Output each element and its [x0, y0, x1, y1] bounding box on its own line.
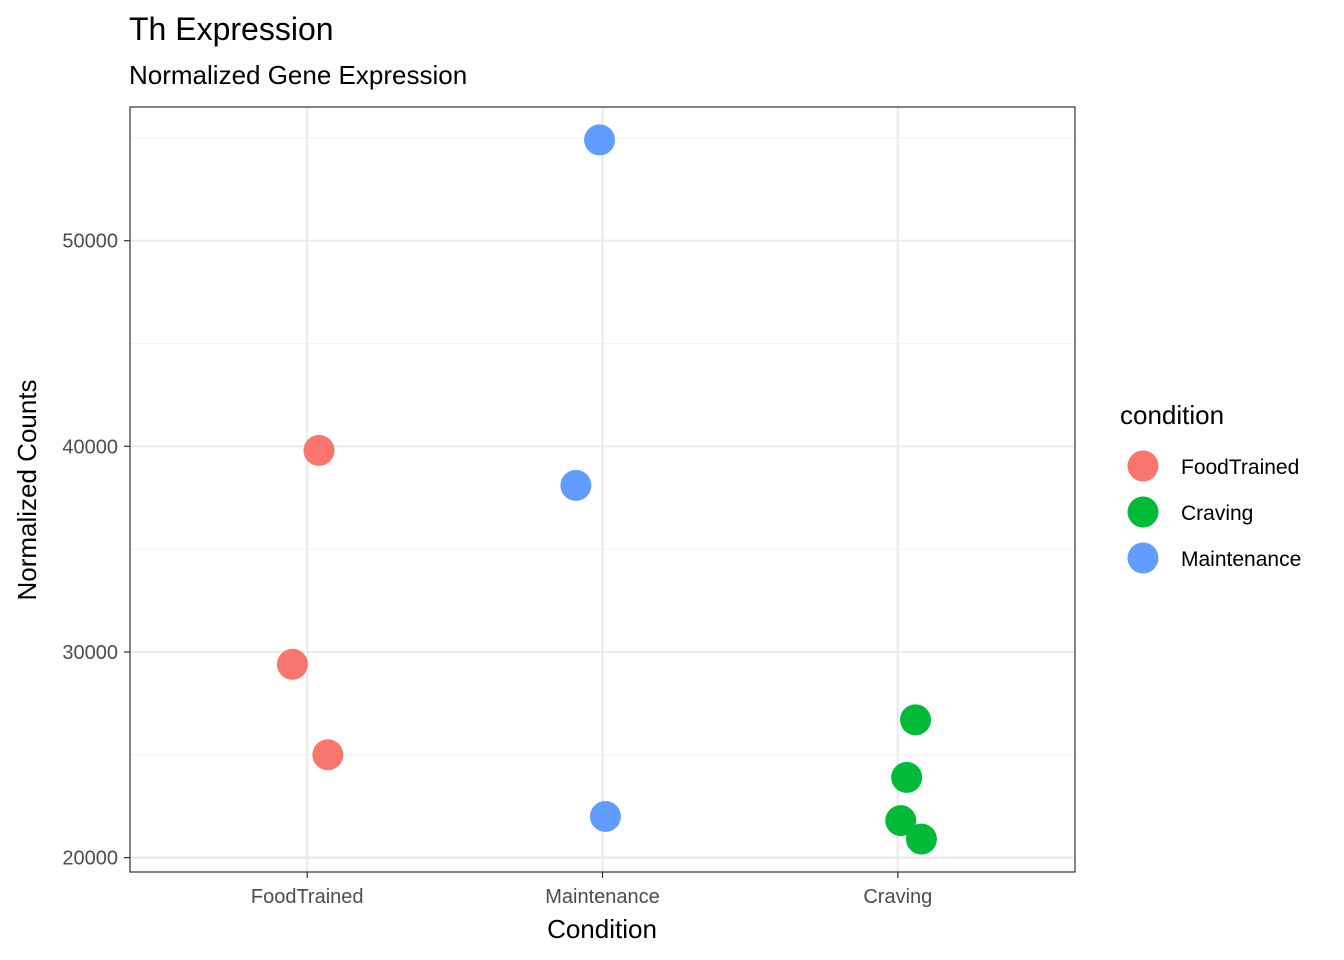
- x-tick-label: Craving: [863, 886, 932, 908]
- x-axis-title: Condition: [547, 914, 657, 944]
- data-point-maintenance: [584, 124, 616, 156]
- grid-lines: [130, 107, 1075, 872]
- data-point-foodtrained: [312, 739, 344, 771]
- y-axis: 20000 30000 40000 50000: [62, 231, 130, 870]
- y-axis-title: Normalized Counts: [12, 379, 42, 600]
- legend-key: [1127, 542, 1159, 574]
- data-point-maintenance: [589, 800, 621, 832]
- legend-label: FoodTrained: [1181, 456, 1299, 479]
- legend-key: [1127, 496, 1159, 528]
- x-tick-label: FoodTrained: [251, 886, 364, 908]
- legend-title: condition: [1120, 400, 1224, 430]
- data-point-craving: [905, 823, 937, 855]
- legend-label: Craving: [1181, 502, 1253, 525]
- legend-label: Maintenance: [1181, 548, 1301, 571]
- data-points: [276, 124, 937, 855]
- data-point-foodtrained: [276, 648, 308, 680]
- x-tick-label: Maintenance: [545, 886, 660, 908]
- data-point-maintenance: [560, 469, 592, 501]
- x-axis: FoodTrained Maintenance Craving: [251, 872, 932, 908]
- chart-subtitle: Normalized Gene Expression: [129, 60, 467, 90]
- legend: condition FoodTrained Craving Maintenance: [1120, 400, 1301, 574]
- y-tick-label: 20000: [62, 848, 118, 870]
- data-point-craving: [885, 805, 917, 837]
- data-point-craving: [900, 704, 932, 736]
- y-tick-label: 50000: [62, 231, 118, 253]
- y-tick-label: 30000: [62, 642, 118, 664]
- data-point-craving: [891, 761, 923, 793]
- chart-title: Th Expression: [129, 11, 334, 47]
- legend-key: [1127, 450, 1159, 482]
- data-point-foodtrained: [303, 434, 335, 466]
- y-tick-label: 40000: [62, 436, 118, 458]
